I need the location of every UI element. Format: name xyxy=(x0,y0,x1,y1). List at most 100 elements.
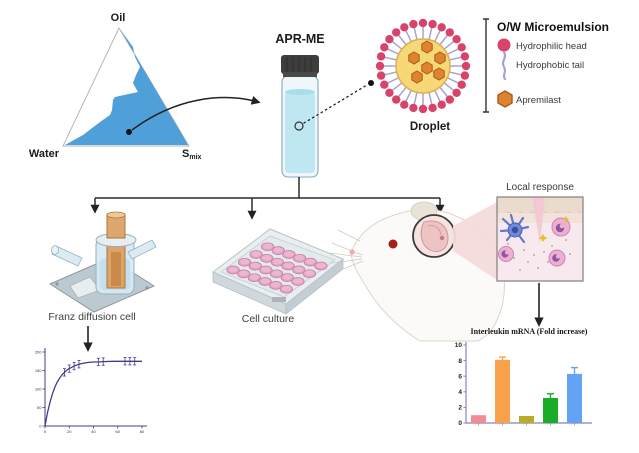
particle-dot xyxy=(543,251,545,253)
legend-item-hydrophilic-head: Hydrophilic head xyxy=(516,41,587,52)
apremilast-hexagon-icon xyxy=(497,90,513,108)
franz-diffusion-cell: Franz diffusion cell xyxy=(48,211,157,352)
immune-cell xyxy=(548,249,566,267)
x-tick-label: 40 xyxy=(91,429,96,434)
culture-well-media xyxy=(273,247,284,253)
culture-well-media xyxy=(271,282,281,288)
vial-meniscus xyxy=(285,89,315,95)
y-tick-label: 8 xyxy=(458,358,462,365)
panel-particle-dots xyxy=(507,239,571,271)
mouse-inner-ear-fold xyxy=(427,224,442,236)
apremilast-molecule xyxy=(421,61,433,75)
surfactant-head xyxy=(452,35,461,44)
mouse-whiskers xyxy=(329,229,364,273)
bar xyxy=(471,415,486,423)
apremilast-molecule xyxy=(408,51,420,65)
surfactant-head xyxy=(385,88,394,98)
apremilast-molecule xyxy=(411,70,423,84)
particle-dot xyxy=(537,267,539,269)
particle-dot xyxy=(533,254,535,256)
surfactant-head xyxy=(445,28,454,37)
particle-dot xyxy=(565,239,567,241)
culture-well-media xyxy=(283,262,293,269)
dotted-line-end-dot xyxy=(368,80,374,86)
particle-dot xyxy=(507,243,509,245)
y-tick-label: 0 xyxy=(39,424,42,429)
vial-to-droplet-dotted-line xyxy=(303,84,368,124)
penetration-cone xyxy=(532,197,545,244)
plate-label-tab xyxy=(272,297,286,302)
culture-well-media xyxy=(284,251,294,257)
culture-well-media xyxy=(262,254,272,261)
plate-wells xyxy=(226,242,328,294)
surfactant-head xyxy=(445,95,454,104)
particle-dot xyxy=(569,253,571,255)
culture-well-media xyxy=(251,251,261,257)
dendritic-cell xyxy=(499,213,530,244)
surfactant-head xyxy=(457,43,466,52)
hydrophilic-head-icon xyxy=(497,38,511,52)
particle-dot xyxy=(513,257,515,259)
culture-well-media xyxy=(239,258,250,265)
culture-well-media xyxy=(293,278,303,284)
bar xyxy=(543,398,558,423)
surfactant-head xyxy=(418,18,428,28)
mouse-inner-ear xyxy=(420,220,449,252)
apremilast-molecule xyxy=(421,40,433,54)
y-tick-label: 10 xyxy=(455,342,463,349)
ternary-point-marker xyxy=(126,129,132,135)
culture-well-media xyxy=(250,262,261,269)
surfactant-head xyxy=(418,104,428,114)
hydrophobic-tail-icon xyxy=(501,50,507,81)
surfactant-head xyxy=(380,80,389,89)
surfactant-head xyxy=(452,88,461,98)
surfactant-head xyxy=(376,52,386,61)
surfactant-head xyxy=(376,71,386,80)
culture-well-media xyxy=(261,266,271,273)
ternary-to-vial-arrow xyxy=(131,95,261,131)
legend-bracket xyxy=(483,18,489,113)
culture-well-media xyxy=(294,266,304,273)
culture-well-media xyxy=(249,274,260,280)
vial-cap-lip xyxy=(283,72,317,77)
culture-well-media xyxy=(282,274,293,280)
x-tick-label: 20 xyxy=(67,429,72,434)
release-curve xyxy=(44,360,142,427)
droplet-legend: O/W Microemulsion Hydrophilic head Hydro… xyxy=(483,18,609,113)
branch-connectors xyxy=(90,177,445,220)
surfactant-head xyxy=(457,80,466,89)
surfactant-head xyxy=(409,103,418,113)
culture-well-media xyxy=(272,258,283,265)
barchart-title: Interleukin mRNA (Fold increase) xyxy=(471,327,588,336)
franz-base-screw xyxy=(55,282,59,286)
y-tick-label: 0 xyxy=(458,420,462,427)
y-tick-label: 50 xyxy=(37,405,42,410)
surfactant-head xyxy=(461,61,471,71)
culture-well-media xyxy=(305,258,316,265)
franz-arm-tip xyxy=(51,245,59,255)
vial-cap xyxy=(281,55,319,74)
y-tick-label: 6 xyxy=(458,373,462,380)
franz-donor-core xyxy=(111,252,121,286)
franz-base-screw xyxy=(145,286,149,290)
vial-apr-me: APR-ME xyxy=(275,32,374,178)
vial-sample-circle xyxy=(294,121,304,131)
x-tick-label: 80 xyxy=(140,429,145,434)
culture-well-media xyxy=(304,270,315,276)
y-tick-label: 4 xyxy=(458,389,462,396)
surfactant-head xyxy=(437,100,446,109)
droplet-apremilast-molecules xyxy=(408,40,446,84)
panel-interior xyxy=(497,197,583,281)
surfactant-head xyxy=(392,95,401,104)
surfactant-head xyxy=(460,52,470,61)
ternary-oil-label: Oil xyxy=(111,12,126,24)
culture-well-media xyxy=(260,278,270,284)
y-tick-label: 100 xyxy=(35,387,42,392)
culture-well-media xyxy=(271,270,282,277)
culture-well-media xyxy=(262,243,273,249)
surfactant-head xyxy=(428,103,437,113)
particle-dot xyxy=(547,261,549,263)
surfactant-head xyxy=(437,23,446,32)
